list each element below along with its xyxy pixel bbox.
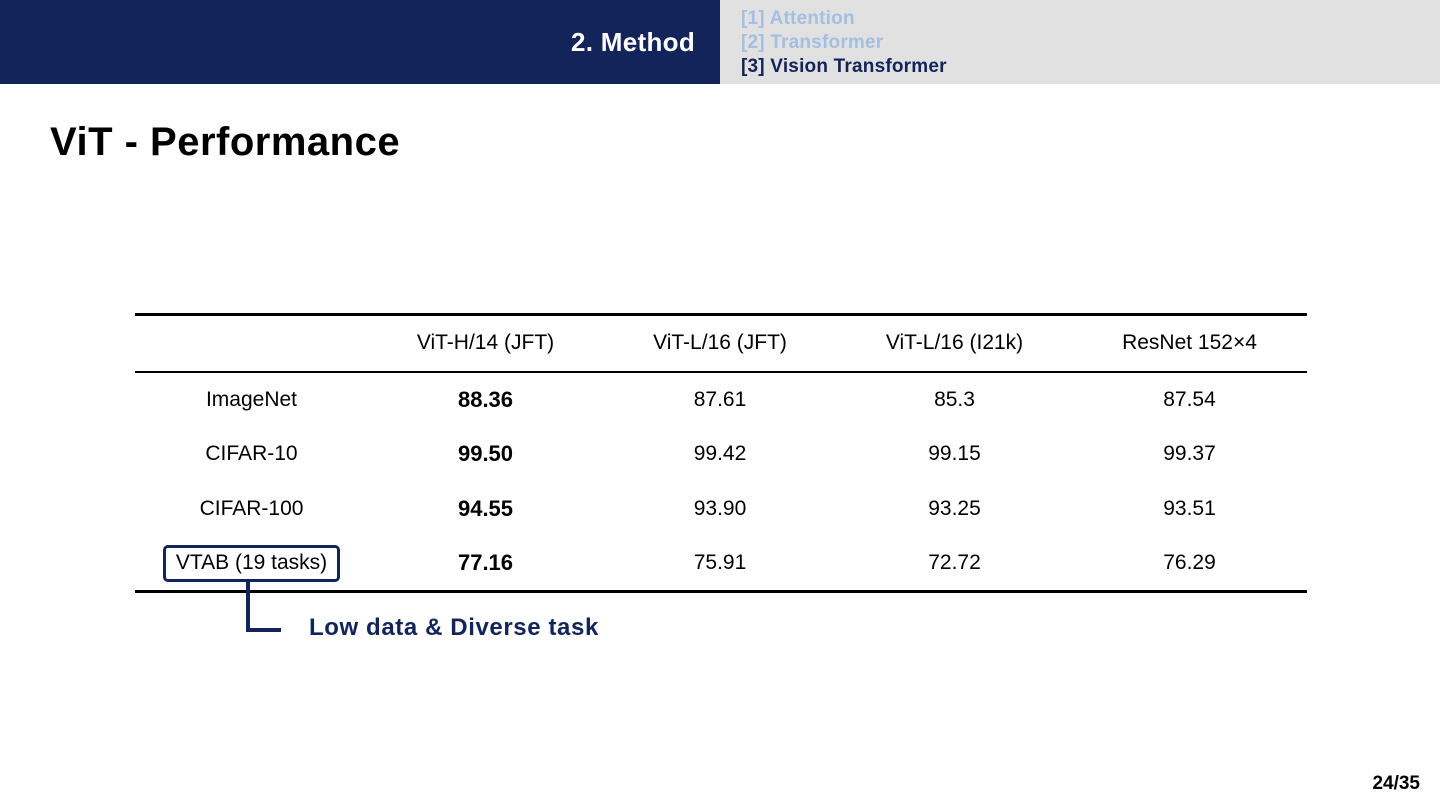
row-label-cifar100: CIFAR-100 [199,497,304,520]
cell-cifar100-resnet: 93.51 [1163,497,1216,520]
nav-item-attention: [1] Attention [741,8,855,29]
cell-vtab-resnet: 76.29 [1163,551,1216,575]
cell-cifar10-vitl16jft: 99.42 [693,442,747,465]
connector-line-horizontal [246,628,281,632]
results-table: ViT-H/14 (JFT) ViT-L/16 (JFT) ViT-L/16 (… [135,313,1307,593]
cell-vtab-vitl16i21k: 72.72 [928,551,981,575]
cell-cifar10-resnet: 99.37 [1163,442,1216,465]
row-label-imagenet: ImageNet [205,387,298,411]
cell-imagenet-vitl16i21k: 85.3 [934,387,975,411]
cell-cifar10-vith14: 99.50 [457,441,514,466]
row-label-vtab: VTAB (19 tasks) [135,537,368,592]
cell-cifar100-vith14: 94.55 [457,496,514,521]
table-header-row: ViT-H/14 (JFT) ViT-L/16 (JFT) ViT-L/16 (… [135,314,1307,372]
column-header-blank [135,315,368,372]
table-row-vtab: VTAB (19 tasks) 77.16 75.91 72.72 76.29 [135,537,1307,592]
cell-imagenet-vith14: 88.36 [457,386,514,412]
column-header-vith14-jft: ViT-H/14 (JFT) [416,331,555,355]
section-banner: 2. Method [0,0,720,84]
column-header-vitl16-jft: ViT-L/16 (JFT) [653,331,787,355]
row-label-cifar10: CIFAR-10 [205,442,298,465]
cell-cifar100-vitl16jft: 93.90 [693,497,747,520]
outline-nav: [1] Attention [2] Transformer [3] Vision… [720,0,1440,84]
nav-item-vision-transformer: [3] Vision Transformer [741,56,947,77]
section-label: 2. Method [570,26,695,57]
column-header-resnet152x4: ResNet 152×4 [1122,331,1257,355]
connector-line-vertical [246,582,250,632]
cell-imagenet-vitl16jft: 87.61 [693,387,747,411]
table-row-cifar100: CIFAR-100 94.55 93.90 93.25 93.51 [135,482,1307,537]
page-number: 24/35 [1372,773,1420,794]
vtab-highlight-box: VTAB (19 tasks) [162,544,341,582]
page-title: ViT - Performance [50,120,401,164]
header-bar: 2. Method [1] Attention [2] Transformer … [0,0,1440,84]
cell-cifar10-vitl16i21k: 99.15 [928,442,981,465]
cell-vtab-vitl16jft: 75.91 [693,551,747,575]
annotation-text: Low data & Diverse task [309,614,599,641]
cell-cifar100-vitl16i21k: 93.25 [928,497,981,520]
table-row-imagenet: ImageNet 88.36 87.61 85.3 87.54 [135,372,1307,427]
vtab-label: VTAB (19 tasks) [175,550,328,574]
cell-imagenet-resnet: 87.54 [1163,387,1216,411]
nav-item-transformer: [2] Transformer [741,32,884,53]
table-row-cifar10: CIFAR-10 99.50 99.42 99.15 99.37 [135,427,1307,482]
column-header-vitl16-i21k: ViT-L/16 (I21k) [885,331,1024,355]
cell-vtab-vith14: 77.16 [457,550,514,576]
